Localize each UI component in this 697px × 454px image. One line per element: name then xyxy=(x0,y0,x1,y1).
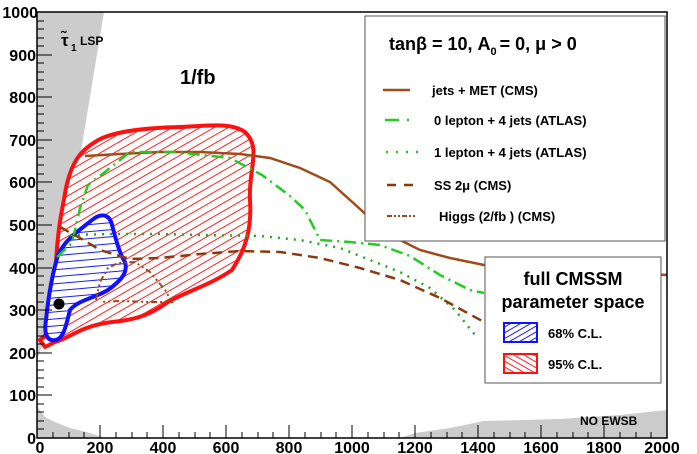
stau-symbol: τ̃ xyxy=(61,30,69,50)
legend-experiments: tanβ = 10, A0 = 0, μ > 0 jets + MET (CMS)… xyxy=(364,15,666,242)
legend-label: SS 2μ (CMS) xyxy=(434,178,511,193)
legend-label: 1 lepton + 4 jets (ATLAS) xyxy=(434,145,587,160)
legend-swatch-cl95 xyxy=(503,353,538,374)
legend-label: 68% C.L. xyxy=(548,326,602,341)
x-tick-labels: 0 200 400 600 800 1000 1200 1400 1600 18… xyxy=(36,440,680,454)
cl-legend-title-1: full CMSSM xyxy=(524,269,623,289)
y-axis xyxy=(37,11,52,439)
x-tick-label: 400 xyxy=(150,440,177,454)
x-tick-label: 800 xyxy=(276,440,303,454)
legend-label: 0 lepton + 4 jets (ATLAS) xyxy=(434,113,587,128)
cl68-region xyxy=(43,213,128,343)
y-tick-label: 500 xyxy=(9,218,36,235)
y-tick-label: 800 xyxy=(9,90,36,107)
x-tick-label: 0 xyxy=(36,440,45,454)
no-ewsb-region-left xyxy=(37,406,105,438)
legend-label: 95% C.L. xyxy=(548,357,602,372)
y-tick-label: 0 xyxy=(27,431,36,448)
legend-label: jets + MET (CMS) xyxy=(431,83,538,98)
y-tick-label: 900 xyxy=(9,48,36,65)
legend-confidence-levels: full CMSSM parameter space 68% C.L. 95% … xyxy=(484,256,662,384)
x-tick-label: 1600 xyxy=(523,440,559,454)
x-tick-label: 1000 xyxy=(334,440,370,454)
stau-subscript: 1 xyxy=(71,43,77,54)
y-tick-label: 300 xyxy=(9,303,36,320)
y-tick-labels: 0 100 200 300 400 500 600 700 800 900 10… xyxy=(2,5,38,448)
no-ewsb-region xyxy=(400,410,667,438)
x-tick-label: 200 xyxy=(87,440,114,454)
stau-lsp-label: LSP xyxy=(80,34,103,48)
y-tick-label: 600 xyxy=(9,175,36,192)
series-0lepton-atlas xyxy=(56,150,485,295)
y-tick-label: 1000 xyxy=(2,5,38,22)
legend-swatch-cl68 xyxy=(503,322,538,343)
no-ewsb-label: NO EWSB xyxy=(580,414,638,428)
x-axis xyxy=(36,425,668,438)
y-tick-label: 200 xyxy=(9,346,36,363)
x-tick-label: 600 xyxy=(213,440,240,454)
best-fit-point xyxy=(53,298,65,310)
series-higgs-cms xyxy=(95,260,174,303)
y-tick-label: 100 xyxy=(9,388,36,405)
cl-legend-title-2: parameter space xyxy=(501,292,644,312)
x-tick-label: 2000 xyxy=(644,440,680,454)
legend-label: Higgs (2/fb ) (CMS) xyxy=(439,209,555,224)
y-tick-label: 400 xyxy=(9,261,36,278)
x-tick-label: 1800 xyxy=(586,440,622,454)
series-1lepton-atlas xyxy=(69,232,476,336)
legend-title: tanβ = 10, A0 = 0, μ > 0 xyxy=(389,34,577,58)
x-tick-label: 1200 xyxy=(397,440,433,454)
x-tick-label: 1400 xyxy=(460,440,496,454)
y-tick-label: 700 xyxy=(9,133,36,150)
luminosity-label: 1/fb xyxy=(180,67,216,89)
